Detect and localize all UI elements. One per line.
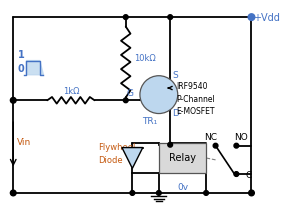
Circle shape (234, 143, 239, 148)
Text: G: G (127, 89, 134, 98)
Circle shape (140, 76, 178, 114)
Circle shape (157, 191, 161, 195)
Text: D: D (172, 109, 179, 118)
Text: Relay: Relay (169, 153, 196, 163)
Text: 0: 0 (18, 64, 25, 74)
Circle shape (10, 190, 16, 196)
Text: Flywheel
Diode: Flywheel Diode (98, 143, 136, 165)
Text: TR₁: TR₁ (142, 117, 157, 126)
Text: 0v: 0v (177, 183, 188, 192)
Text: Vin: Vin (17, 138, 31, 147)
Circle shape (204, 191, 208, 195)
Text: NO: NO (234, 133, 248, 142)
Circle shape (213, 143, 218, 148)
Text: +Vdd: +Vdd (253, 13, 280, 23)
Circle shape (130, 191, 135, 195)
Text: C: C (246, 171, 252, 180)
Text: IRF9540
P-Channel
E-MOSFET: IRF9540 P-Channel E-MOSFET (176, 82, 215, 116)
Polygon shape (27, 61, 43, 75)
Circle shape (234, 172, 239, 176)
Circle shape (124, 98, 128, 103)
Circle shape (249, 190, 254, 196)
Text: 1: 1 (18, 50, 25, 60)
Circle shape (168, 15, 173, 19)
Bar (159, 143, 206, 173)
Text: NC: NC (204, 133, 217, 142)
Text: 1kΩ: 1kΩ (63, 87, 79, 96)
Text: 10kΩ: 10kΩ (134, 54, 156, 63)
Circle shape (10, 97, 16, 103)
Circle shape (124, 15, 128, 19)
Text: S: S (172, 71, 178, 80)
Polygon shape (122, 147, 143, 168)
Circle shape (248, 14, 255, 20)
Circle shape (168, 142, 173, 147)
